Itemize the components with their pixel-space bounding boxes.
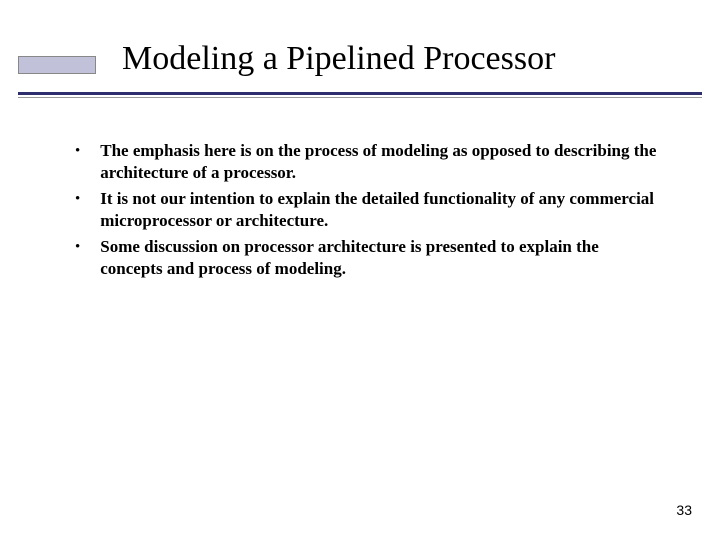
- bullet-text: It is not our intention to explain the d…: [100, 188, 665, 232]
- bullet-item: • Some discussion on processor architect…: [75, 236, 665, 280]
- bullet-text: The emphasis here is on the process of m…: [100, 140, 665, 184]
- bullet-marker-icon: •: [75, 236, 80, 258]
- title-underline-thin: [18, 97, 702, 98]
- bullet-list: • The emphasis here is on the process of…: [75, 140, 665, 284]
- bullet-item: • The emphasis here is on the process of…: [75, 140, 665, 184]
- slide-title: Modeling a Pipelined Processor: [122, 40, 555, 78]
- header-decoration-box: [18, 56, 96, 86]
- title-underline-thick: [18, 92, 702, 95]
- bullet-marker-icon: •: [75, 188, 80, 210]
- bullet-text: Some discussion on processor architectur…: [100, 236, 665, 280]
- page-number: 33: [676, 502, 692, 518]
- bullet-marker-icon: •: [75, 140, 80, 162]
- decoration-rectangle: [18, 56, 96, 74]
- bullet-item: • It is not our intention to explain the…: [75, 188, 665, 232]
